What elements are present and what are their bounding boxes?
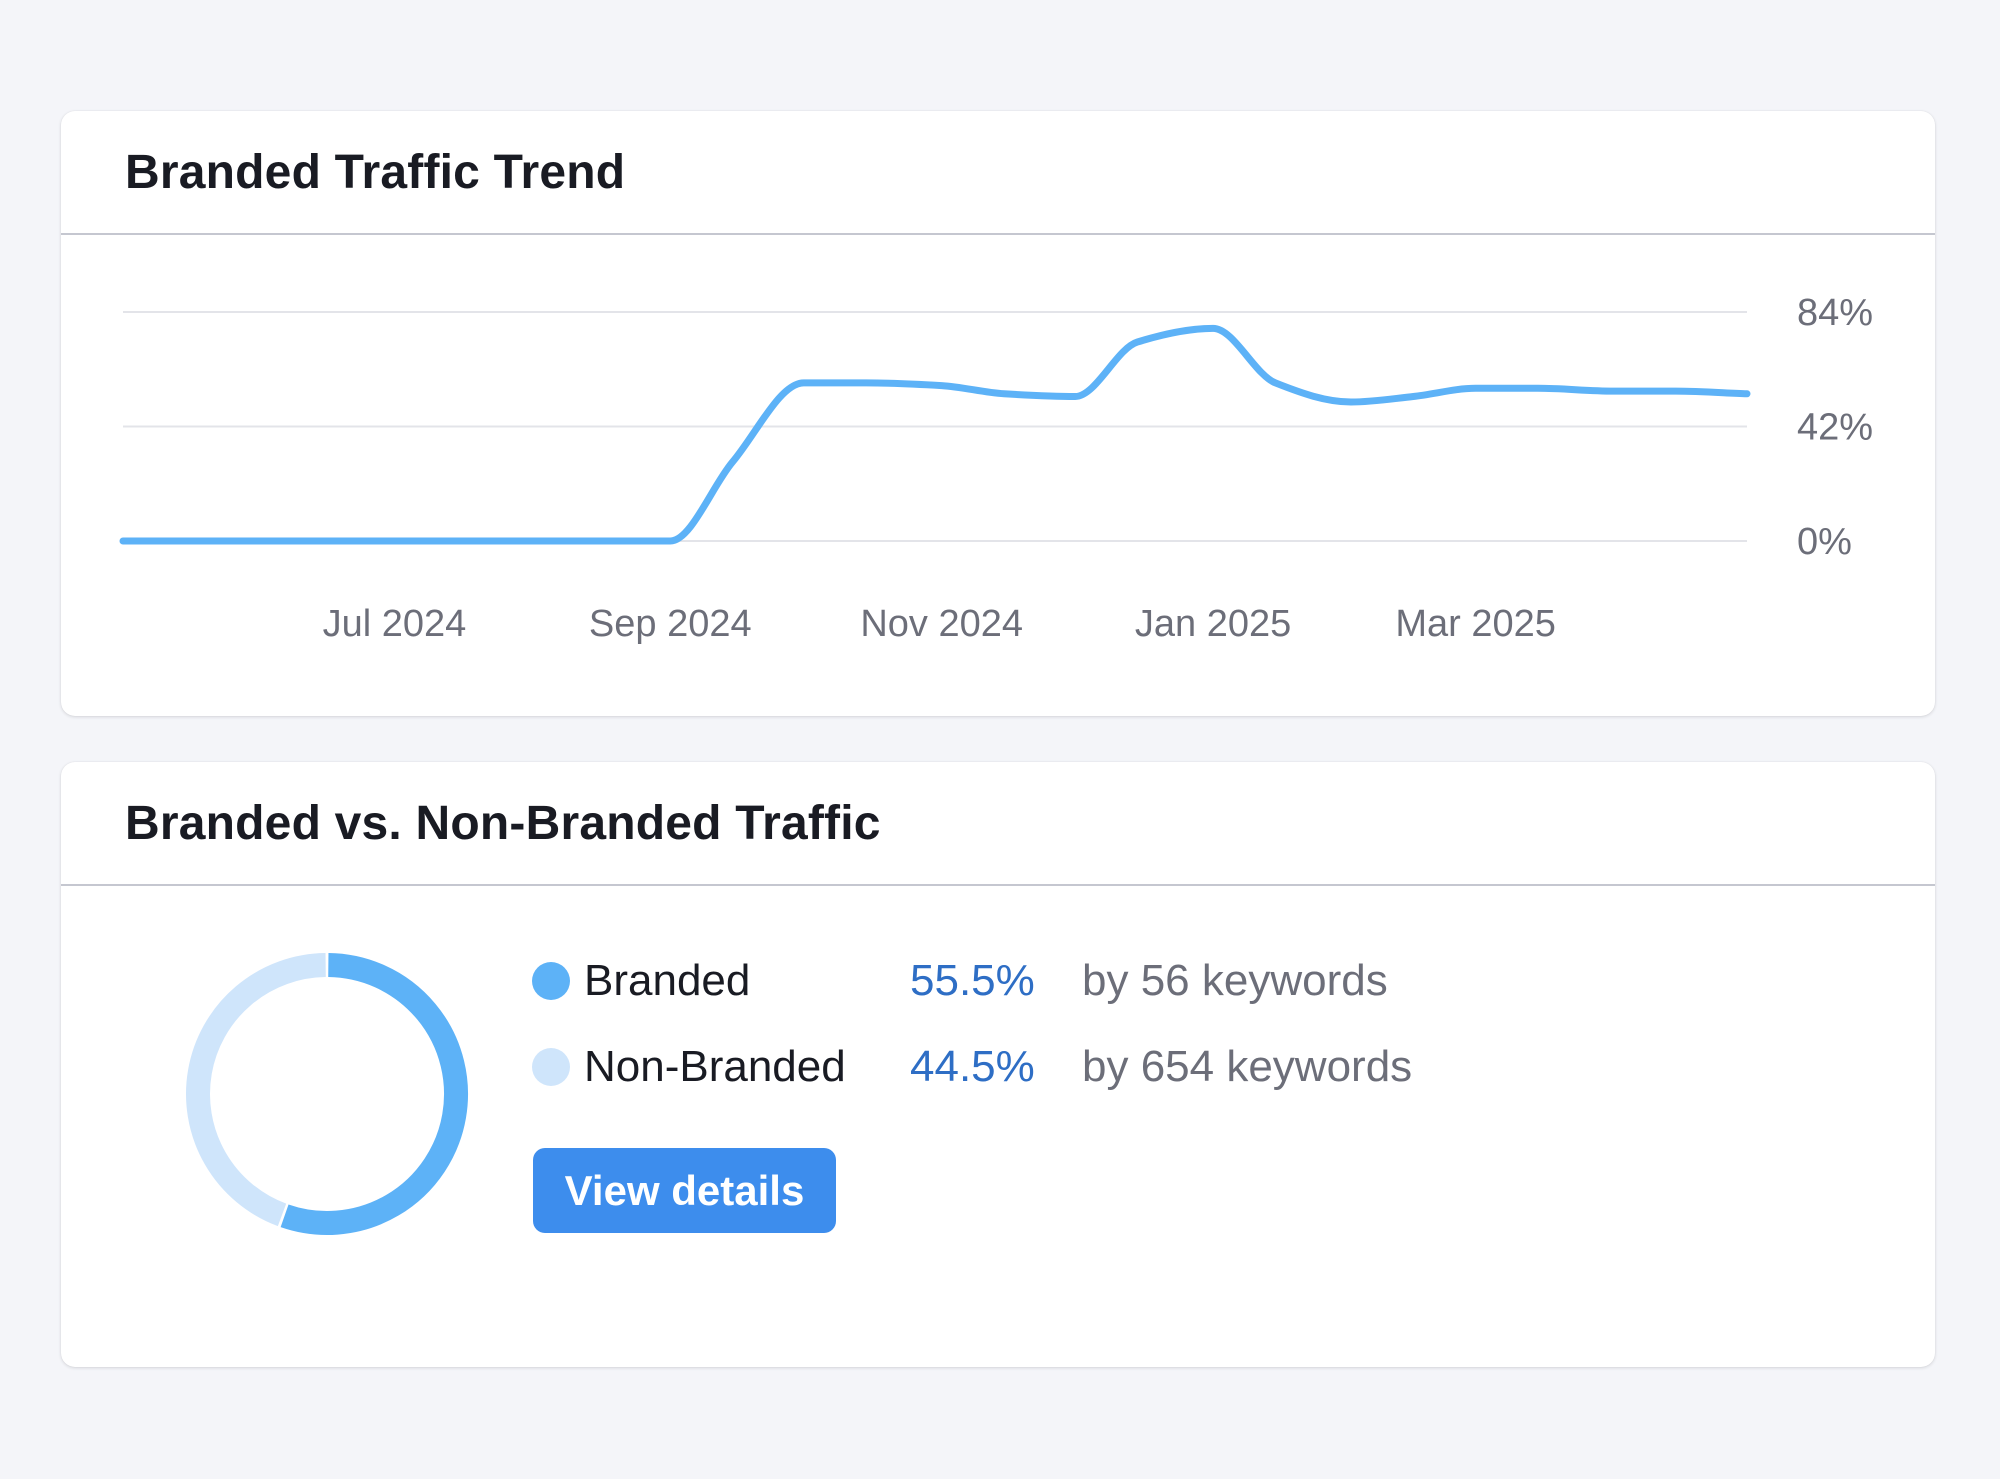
trend-line-chart: 84% 42% 0% Jul 2024 Sep 2024 Nov 2024 Jan 2025… xyxy=(119,292,1873,645)
y-tick-label: 42% xyxy=(1797,407,1873,449)
card-header: Branded vs. Non-Branded Traffic xyxy=(61,762,1935,886)
traffic-donut-chart xyxy=(186,953,468,1235)
branded-dot-icon xyxy=(532,962,570,1000)
branded-traffic-trend-card: Branded Traffic Trend 84% 42% 0% Jul 2024 Se… xyxy=(61,111,1935,716)
legend-label: Non-Branded xyxy=(584,1042,846,1091)
donut-slice-non-branded xyxy=(186,953,326,1227)
legend-keywords: by 56 keywords xyxy=(1082,956,1388,1005)
card-title: Branded vs. Non-Branded Traffic xyxy=(125,796,881,850)
donut-slice-branded xyxy=(280,953,468,1235)
legend-row-non-branded: Non-Branded 44.5% by 654 keywords xyxy=(532,1037,1412,1097)
y-tick-label: 0% xyxy=(1797,521,1852,563)
legend-keywords: by 654 keywords xyxy=(1082,1042,1413,1091)
x-tick-label: Mar 2025 xyxy=(1395,603,1556,645)
legend-percent: 55.5% xyxy=(910,956,1035,1005)
x-tick-label: Sep 2024 xyxy=(589,603,752,645)
card-title: Branded Traffic Trend xyxy=(125,145,626,199)
card-header: Branded Traffic Trend xyxy=(61,111,1935,235)
x-tick-label: Jan 2025 xyxy=(1135,603,1291,645)
branded-vs-non-branded-card: Branded vs. Non-Branded Traffic Branded … xyxy=(61,762,1935,1367)
view-details-button[interactable]: View details xyxy=(533,1148,836,1233)
y-tick-label: 84% xyxy=(1797,292,1873,334)
x-tick-label: Jul 2024 xyxy=(323,603,467,645)
legend-row-branded: Branded 55.5% by 56 keywords xyxy=(532,951,1388,1011)
x-tick-label: Nov 2024 xyxy=(860,603,1023,645)
branded-traffic-series-line xyxy=(119,324,1751,545)
legend-label: Branded xyxy=(584,956,751,1005)
legend-percent: 44.5% xyxy=(910,1042,1035,1091)
non-branded-dot-icon xyxy=(532,1048,570,1086)
